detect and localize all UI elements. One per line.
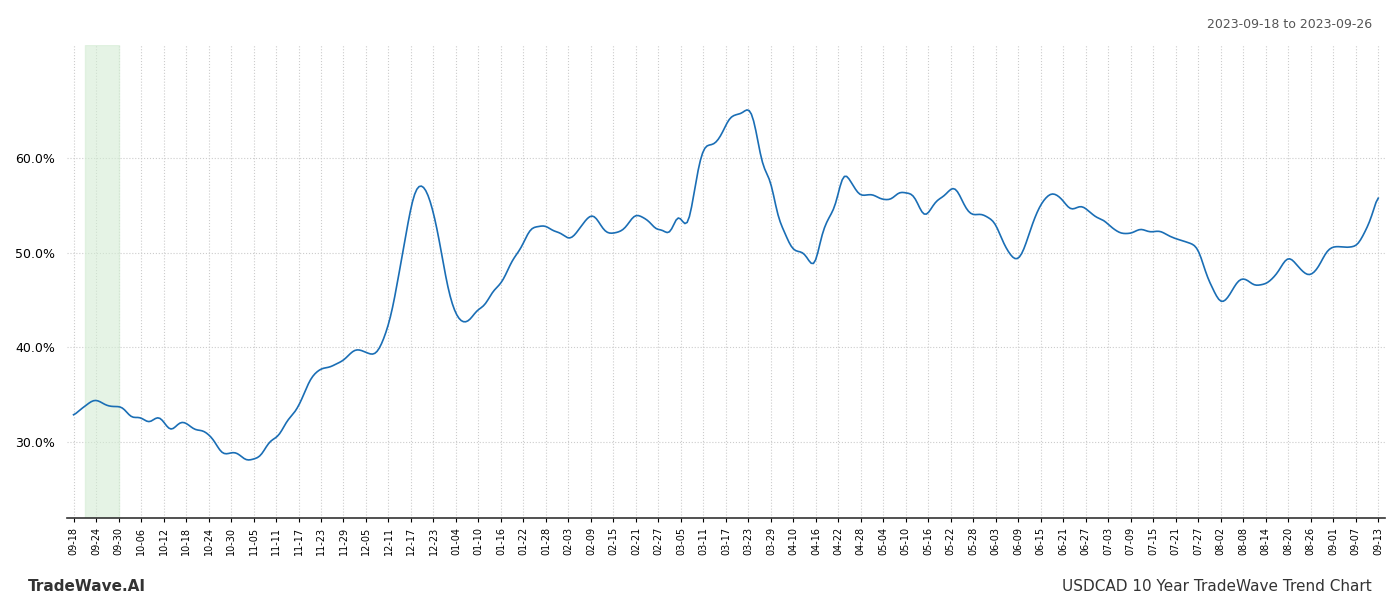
Text: USDCAD 10 Year TradeWave Trend Chart: USDCAD 10 Year TradeWave Trend Chart <box>1063 579 1372 594</box>
Text: 2023-09-18 to 2023-09-26: 2023-09-18 to 2023-09-26 <box>1207 18 1372 31</box>
Bar <box>85 45 119 518</box>
Text: TradeWave.AI: TradeWave.AI <box>28 579 146 594</box>
